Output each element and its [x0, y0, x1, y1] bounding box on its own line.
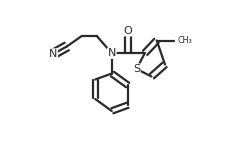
Text: O: O: [124, 26, 133, 36]
Text: CH₃: CH₃: [178, 36, 192, 45]
Text: N: N: [108, 48, 116, 58]
Text: N: N: [49, 49, 57, 59]
Text: S: S: [133, 64, 140, 74]
